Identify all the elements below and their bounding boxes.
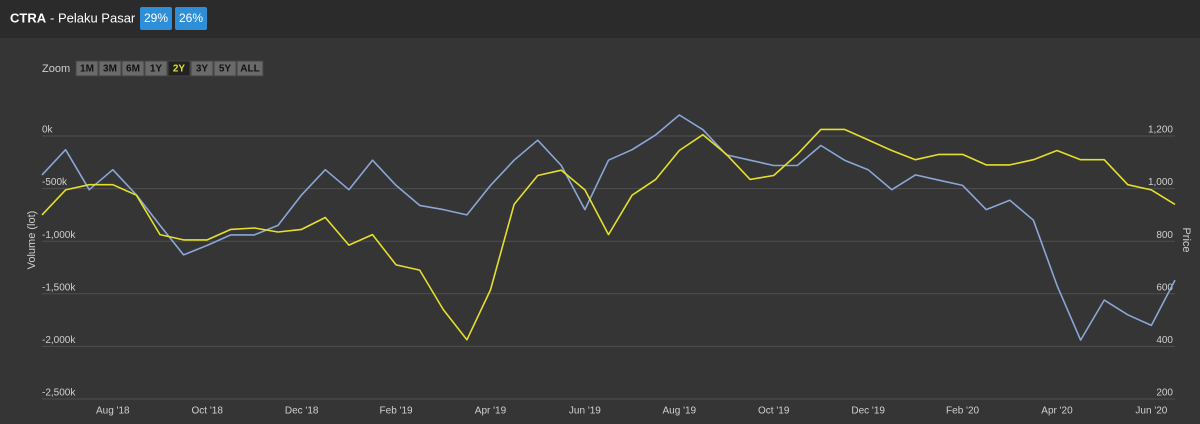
zoom-button-label[interactable]: 1M bbox=[80, 64, 94, 75]
zoom-button[interactable] bbox=[167, 60, 191, 77]
x-tick-label: Aug '18 bbox=[96, 406, 130, 417]
badge[interactable] bbox=[140, 7, 172, 30]
y2-tick-label: 400 bbox=[1156, 335, 1173, 346]
zoom-button-label[interactable]: 6M bbox=[126, 64, 140, 75]
panel-title: - Pelaku Pasar bbox=[50, 10, 136, 25]
zoom-button[interactable] bbox=[121, 60, 145, 77]
x-tick-label: Feb '19 bbox=[380, 406, 413, 417]
zoom-button[interactable] bbox=[190, 60, 214, 77]
y2-tick-label: 600 bbox=[1156, 282, 1173, 293]
ticker: CTRA bbox=[10, 10, 47, 25]
y2-tick-label: 1,200 bbox=[1148, 125, 1173, 136]
y2-tick-label: 1,000 bbox=[1148, 177, 1173, 188]
y2-axis-title: Price bbox=[1180, 227, 1192, 252]
x-tick-label: Oct '19 bbox=[758, 406, 790, 417]
zoom-button-label[interactable]: 5Y bbox=[219, 64, 232, 75]
series-line bbox=[41, 114, 1176, 341]
x-tick-label: Dec '18 bbox=[285, 406, 319, 417]
zoom-button-label[interactable]: 3Y bbox=[196, 64, 209, 75]
zoom-button[interactable] bbox=[144, 60, 168, 77]
badge-label[interactable]: 29% bbox=[144, 11, 168, 25]
badge[interactable] bbox=[175, 7, 207, 30]
zoom-button-label[interactable]: 2Y bbox=[173, 64, 186, 75]
zoom-label: Zoom bbox=[42, 63, 70, 75]
y-tick-label: 0k bbox=[42, 125, 54, 136]
zoom-button[interactable] bbox=[236, 60, 264, 77]
zoom-button[interactable] bbox=[213, 60, 237, 77]
y-tick-label: -1,000k bbox=[42, 230, 76, 241]
x-tick-label: Aug '19 bbox=[663, 406, 697, 417]
y2-tick-label: 800 bbox=[1156, 230, 1173, 241]
zoom-button-label[interactable]: 1Y bbox=[150, 64, 163, 75]
x-tick-label: Dec '19 bbox=[851, 406, 885, 417]
y-tick-label: -1,500k bbox=[42, 282, 76, 293]
series-line bbox=[41, 128, 1176, 341]
badge-label[interactable]: 26% bbox=[179, 11, 203, 25]
x-tick-label: Jun '20 bbox=[1135, 406, 1167, 417]
y-axis-title: Volume (lot) bbox=[26, 211, 38, 270]
x-tick-label: Jun '19 bbox=[569, 406, 601, 417]
x-tick-label: Apr '19 bbox=[475, 406, 507, 417]
y-tick-label: -2,500k bbox=[42, 388, 76, 399]
y-tick-label: -500k bbox=[42, 177, 68, 188]
x-tick-label: Apr '20 bbox=[1041, 406, 1073, 417]
zoom-button-label[interactable]: ALL bbox=[240, 64, 259, 75]
y-tick-label: -2,000k bbox=[42, 335, 76, 346]
x-tick-label: Oct '18 bbox=[192, 406, 224, 417]
y2-tick-label: 200 bbox=[1156, 388, 1173, 399]
zoom-button[interactable] bbox=[98, 60, 122, 77]
zoom-button-label[interactable]: 3M bbox=[103, 64, 117, 75]
zoom-button[interactable] bbox=[75, 60, 99, 77]
x-tick-label: Feb '20 bbox=[946, 406, 979, 417]
